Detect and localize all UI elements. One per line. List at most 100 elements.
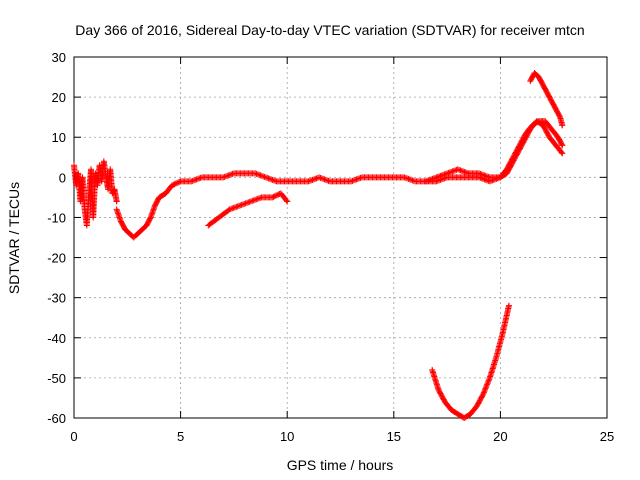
data-point <box>482 172 489 179</box>
x-tick-label: 25 <box>600 429 614 444</box>
data-point <box>230 204 237 211</box>
data-point <box>251 196 258 203</box>
data-point <box>446 169 453 176</box>
data-point <box>482 385 489 392</box>
y-tick-label: 0 <box>59 170 66 185</box>
data-point <box>430 175 437 182</box>
x-tick-label: 15 <box>387 429 401 444</box>
data-point <box>189 177 196 184</box>
data-point <box>321 176 328 183</box>
data-point <box>438 172 445 179</box>
data-point <box>255 195 262 202</box>
series-track-deep-dip <box>429 302 512 421</box>
data-point <box>253 170 260 177</box>
data-point <box>483 382 490 389</box>
grid-lines <box>74 57 607 418</box>
data-point <box>306 177 313 184</box>
data-point <box>190 177 197 184</box>
data-point <box>480 390 487 397</box>
data-point <box>450 167 457 174</box>
series-track-late-second <box>422 118 566 185</box>
data-point <box>310 176 317 183</box>
data-point <box>194 175 201 182</box>
data-point <box>422 178 429 185</box>
data-point <box>428 176 435 183</box>
data-point <box>449 168 456 175</box>
data-point <box>434 173 441 180</box>
data-point <box>264 174 271 181</box>
data-point <box>246 198 253 205</box>
data-point <box>324 177 331 184</box>
data-point <box>445 169 452 176</box>
y-axis-label: SDTVAR / TECUs <box>6 182 22 294</box>
data-point <box>268 176 275 183</box>
data-point <box>353 176 360 183</box>
data-point <box>234 203 241 210</box>
data-point <box>239 201 246 208</box>
data-point <box>221 173 228 180</box>
data-point <box>226 171 233 178</box>
data-point <box>484 173 491 180</box>
data-point <box>309 176 316 183</box>
data-point <box>283 197 290 204</box>
data-point <box>354 175 361 182</box>
data-point <box>433 174 440 181</box>
data-point <box>448 168 455 175</box>
data-point <box>405 175 412 182</box>
data-point <box>220 174 227 181</box>
data-point <box>437 172 444 179</box>
x-axis-label: GPS time / hours <box>287 457 394 473</box>
data-point <box>464 169 471 176</box>
data-point <box>349 177 356 184</box>
data-point <box>237 202 244 209</box>
x-tick-label: 20 <box>493 429 507 444</box>
axis-ticks: 0 5 10 15 20 25 -60 -50 -40 -30 -20 -10 0 10 20 30 <box>47 50 614 444</box>
data-point <box>272 177 279 184</box>
data-point <box>429 175 436 182</box>
data-point <box>247 198 254 205</box>
data-point <box>269 176 276 183</box>
data-point <box>188 178 195 185</box>
data-point <box>485 173 492 180</box>
series-track-early-noisy <box>71 158 120 229</box>
data-point <box>444 170 451 177</box>
data-point <box>197 174 204 181</box>
data-point <box>481 386 488 393</box>
data-point <box>478 171 485 178</box>
data-point <box>325 177 332 184</box>
data-point <box>231 204 238 211</box>
chart-title: Day 366 of 2016, Sidereal Day-to-day VTE… <box>75 22 584 38</box>
data-point <box>196 175 203 182</box>
data-point <box>452 167 459 174</box>
data-point <box>348 178 355 185</box>
y-tick-label: -50 <box>47 371 66 386</box>
data-point <box>265 175 272 182</box>
data-point <box>477 170 484 177</box>
data-point <box>436 173 443 180</box>
data-point <box>225 207 232 214</box>
data-point <box>243 199 250 206</box>
data-point <box>260 173 267 180</box>
data-point <box>261 173 268 180</box>
data-point <box>222 173 229 180</box>
data-point <box>402 174 409 181</box>
data-point <box>480 171 487 178</box>
data-point <box>408 176 415 183</box>
data-point <box>476 170 483 177</box>
data-point <box>480 389 487 396</box>
data-point <box>226 206 233 213</box>
data-point <box>252 170 259 177</box>
data-point <box>558 141 565 148</box>
data-point <box>224 172 231 179</box>
data-point <box>485 377 492 384</box>
data-point <box>350 177 357 184</box>
data-point <box>409 177 416 184</box>
data-point <box>454 166 461 173</box>
data-point <box>250 197 257 204</box>
data-point <box>486 376 493 383</box>
data-point <box>235 202 242 209</box>
data-point <box>481 388 488 395</box>
data-point <box>456 166 463 173</box>
